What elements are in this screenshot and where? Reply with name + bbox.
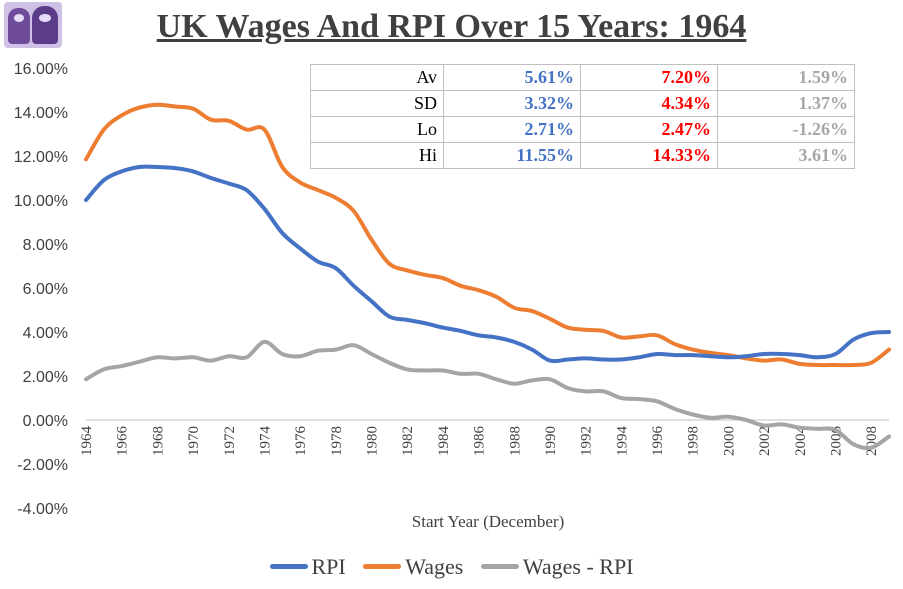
y-tick-label: 4.00% [23,325,68,342]
stat-label: SD [310,90,444,117]
x-tick-label: 1978 [329,426,345,456]
series-line-wages [84,102,891,368]
x-tick-label: 1986 [472,426,488,457]
stat-diff: 3.61% [717,142,855,169]
legend-swatch-diff [480,564,519,570]
y-tick-label: 8.00% [23,237,68,254]
legend-item-rpi: RPI [269,553,346,580]
x-tick-label: 2008 [864,426,880,456]
stat-wages: 2.47% [580,116,718,143]
y-tick-label: -2.00% [17,457,68,474]
legend-swatch-rpi [269,564,308,570]
stats-table: Av 5.61% 7.20% 1.59% SD 3.32% 4.34% 1.37… [310,64,855,169]
legend-label-rpi: RPI [311,553,346,579]
x-tick-label: 1968 [150,426,166,456]
series-line-rpi [84,164,891,364]
x-tick-label: 1988 [507,426,523,456]
legend: RPI Wages Wages - RPI [0,552,903,580]
stat-wages: 4.34% [580,90,718,117]
stat-rpi: 3.32% [443,90,581,117]
x-tick-label: 1964 [79,426,95,457]
x-tick-label: 2002 [757,426,773,456]
series-line-wages-minus-rpi [84,339,891,451]
x-tick-label: 1966 [115,426,131,457]
x-tick-label: 2004 [793,426,809,457]
x-tick-label: 1996 [650,426,666,457]
stat-wages: 14.33% [580,142,718,169]
y-tick-label: 0.00% [23,413,68,430]
stat-label: Av [310,64,444,91]
stat-label: Lo [310,116,444,143]
legend-item-wages: Wages [363,554,463,580]
stat-wages: 7.20% [580,64,718,91]
stat-rpi: 2.71% [443,116,581,143]
x-tick-label: 1992 [579,426,595,456]
x-tick-label: 1974 [257,426,273,457]
x-tick-label: 1982 [400,426,416,456]
y-tick-label: 2.00% [23,369,68,386]
stat-diff: 1.59% [717,64,855,91]
stats-row-sd: SD 3.32% 4.34% 1.37% [310,90,855,117]
chart-title: UK Wages And RPI Over 15 Years: 1964 [156,8,747,45]
stat-label: Hi [310,142,444,169]
site-logo [4,2,62,48]
y-tick-label: -4.00% [17,501,68,518]
stat-rpi: 11.55% [443,142,581,169]
stat-diff: 1.37% [717,90,855,117]
x-tick-label: 1990 [543,426,559,456]
x-tick-label: 1976 [293,426,309,457]
x-tick-label: 1980 [365,426,381,456]
x-tick-label: 1984 [436,426,452,457]
y-tick-label: 14.00% [14,105,68,122]
legend-item-diff: Wages - RPI [480,553,634,580]
x-tick-label: 1998 [686,426,702,456]
legend-label-wages: Wages [405,553,464,579]
x-tick-label: 2000 [721,426,737,456]
x-tick-label: 1972 [222,426,238,456]
y-tick-label: 6.00% [23,281,68,298]
legend-swatch-wages [363,564,402,570]
y-tick-label: 16.00% [14,61,68,78]
x-tick-label: 1970 [186,426,202,456]
x-tick-label: 1994 [614,426,630,457]
stats-row-av: Av 5.61% 7.20% 1.59% [310,64,855,91]
legend-label-diff: Wages - RPI [522,553,634,579]
stat-diff: -1.26% [717,116,855,143]
x-axis-label: Start Year (December) [412,512,564,531]
y-tick-label: 10.00% [14,193,68,210]
stats-row-hi: Hi 11.55% 14.33% 3.61% [310,142,855,169]
stats-row-lo: Lo 2.71% 2.47% -1.26% [310,116,855,143]
stat-rpi: 5.61% [443,64,581,91]
y-tick-label: 12.00% [14,149,68,166]
